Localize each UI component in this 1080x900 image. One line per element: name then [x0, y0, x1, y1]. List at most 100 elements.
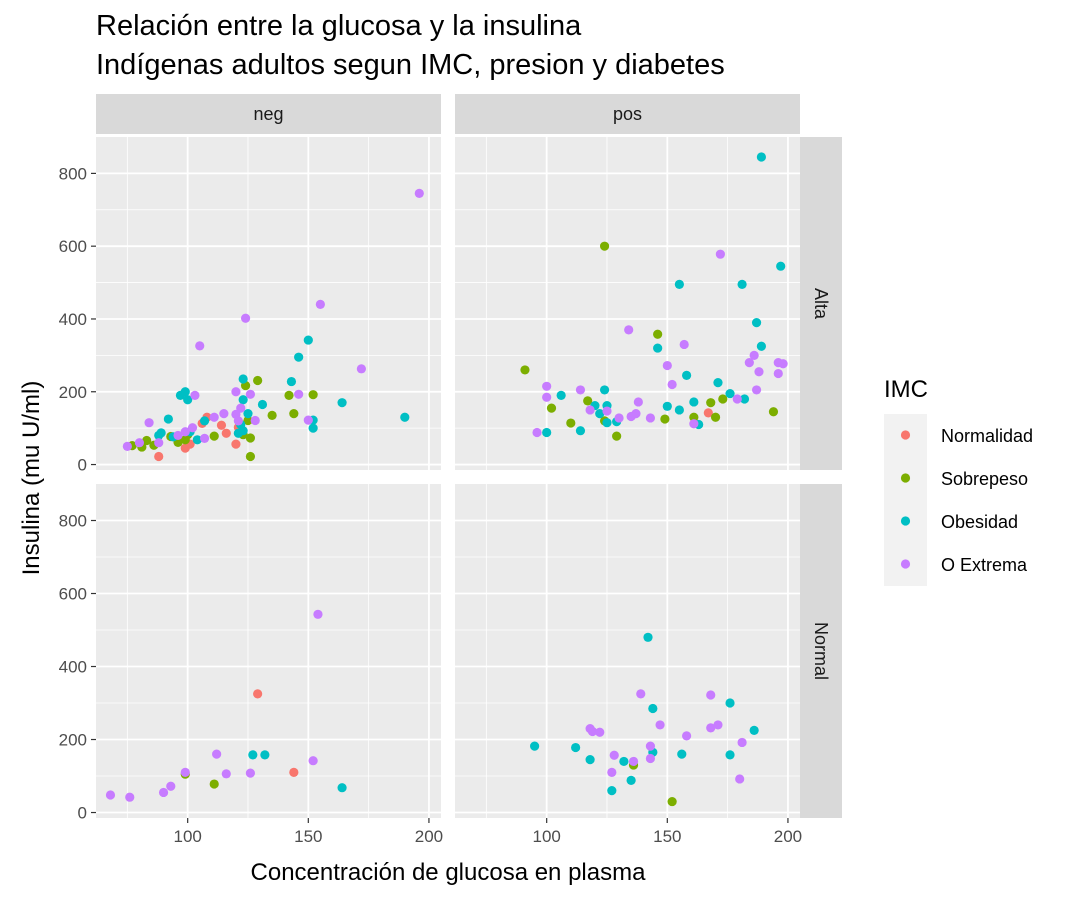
- data-point: [166, 781, 176, 791]
- data-point: [667, 379, 677, 390]
- data-point: [158, 787, 169, 798]
- y-tick-label: 800: [59, 512, 87, 531]
- data-point: [718, 394, 728, 404]
- data-point: [585, 405, 595, 415]
- data-point: [725, 388, 735, 399]
- data-point: [749, 350, 759, 360]
- data-point: [585, 754, 595, 765]
- data-point: [725, 698, 735, 708]
- data-point: [599, 385, 610, 395]
- data-point: [245, 768, 256, 778]
- data-point: [660, 414, 670, 424]
- data-point: [257, 399, 268, 410]
- data-point: [689, 412, 699, 422]
- data-point: [542, 392, 552, 402]
- data-point: [689, 397, 699, 407]
- data-point: [216, 420, 227, 430]
- data-point: [599, 241, 610, 251]
- data-point: [187, 423, 198, 433]
- data-point: [556, 390, 566, 400]
- data-point: [773, 368, 783, 379]
- data-point: [356, 364, 366, 374]
- data-point: [400, 412, 410, 422]
- x-tick-label: 100: [532, 827, 560, 846]
- data-point: [253, 689, 263, 699]
- data-point: [289, 767, 299, 777]
- data-point: [566, 418, 576, 428]
- data-point: [725, 750, 735, 760]
- data-point: [595, 408, 605, 419]
- legend-swatch: [900, 430, 911, 440]
- data-point: [243, 415, 253, 426]
- data-point: [308, 756, 318, 766]
- data-point: [713, 720, 723, 730]
- legend: IMC Normalidad Sobrepeso Obesidad O Extrema: [884, 376, 1033, 586]
- data-point: [267, 410, 277, 421]
- legend-label: Normalidad: [941, 426, 1033, 446]
- data-point: [633, 397, 643, 407]
- data-point: [751, 318, 762, 328]
- data-point: [583, 396, 593, 406]
- data-point: [735, 774, 745, 784]
- data-point: [154, 438, 164, 448]
- y-tick-label: 0: [78, 456, 87, 475]
- data-point: [233, 416, 243, 426]
- data-point: [183, 395, 193, 405]
- data-point: [260, 750, 270, 760]
- chart-title: Relación entre la glucosa y la insulina …: [96, 10, 725, 81]
- panel-background: [96, 484, 441, 818]
- legend-swatch: [900, 516, 911, 526]
- data-point: [542, 381, 552, 391]
- legend-swatch: [900, 559, 911, 569]
- data-point: [751, 385, 762, 395]
- data-point: [243, 408, 253, 419]
- data-point: [284, 390, 294, 400]
- data-point: [219, 408, 229, 419]
- data-point: [602, 406, 612, 416]
- data-point: [737, 279, 747, 289]
- legend-label: Sobrepeso: [941, 469, 1028, 489]
- data-point: [530, 741, 540, 751]
- data-point: [706, 690, 716, 700]
- facet-strip-label-pos: pos: [613, 104, 642, 124]
- data-point: [776, 261, 786, 271]
- x-tick-label: 100: [173, 827, 201, 846]
- data-point: [587, 726, 598, 737]
- y-tick-label: 400: [59, 310, 87, 329]
- data-point: [653, 329, 663, 339]
- data-point: [628, 756, 639, 767]
- data-point: [313, 609, 323, 619]
- data-point: [778, 359, 788, 369]
- data-point: [245, 433, 256, 443]
- data-point: [756, 152, 766, 162]
- y-tick-label: 0: [78, 804, 87, 823]
- y-tick-label: 800: [59, 164, 87, 183]
- data-point: [154, 451, 164, 462]
- y-axis-title: Insulina (mu U/ml): [18, 381, 45, 576]
- y-tick-label: 200: [59, 383, 87, 402]
- data-point: [192, 435, 202, 445]
- data-point: [662, 360, 672, 371]
- data-point: [737, 737, 747, 748]
- data-point: [238, 374, 248, 384]
- data-point: [105, 790, 116, 800]
- chart-title-line-1: Relación entre la glucosa y la insulina: [96, 10, 582, 42]
- data-point: [308, 423, 318, 433]
- data-point: [212, 749, 222, 759]
- data-point: [245, 451, 256, 462]
- legend-title: IMC: [884, 376, 928, 403]
- data-point: [677, 749, 687, 759]
- panel-pos-normal: [455, 484, 800, 818]
- legend-label: Obesidad: [941, 512, 1018, 532]
- data-point: [289, 408, 299, 419]
- facet-strip-label-normal: Normal: [811, 622, 831, 680]
- data-point: [414, 188, 424, 199]
- data-point: [674, 279, 684, 289]
- data-point: [749, 725, 759, 735]
- data-point: [231, 387, 241, 397]
- facet-strip-pos: [455, 94, 800, 134]
- x-tick-label: 150: [294, 827, 322, 846]
- data-point: [624, 325, 634, 335]
- data-point: [236, 403, 246, 413]
- data-point: [542, 427, 552, 438]
